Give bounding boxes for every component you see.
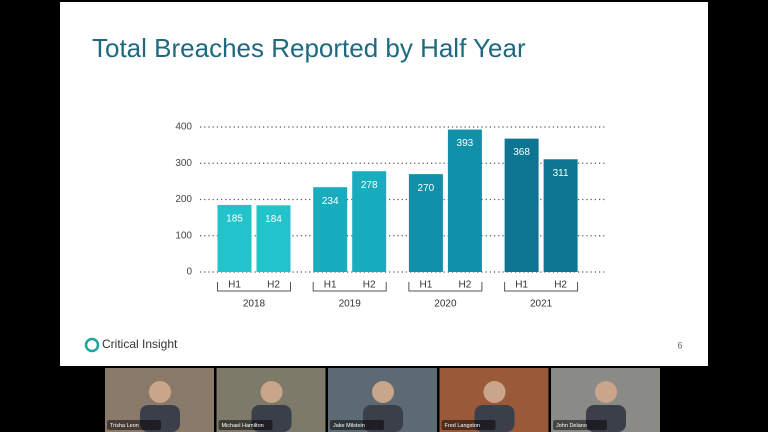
chart-title: Total Breaches Reported by Half Year [92,33,526,63]
participant-head [483,381,506,403]
y-tick-label: 100 [175,230,192,241]
bar [352,171,387,272]
value-label: 278 [361,180,378,191]
value-label: 311 [553,168,569,179]
bar [313,187,348,272]
x-tick-label: H1 [515,280,528,291]
participant-name: Trisha Leon [110,423,139,429]
logo-text: Critical Insight [102,337,178,351]
y-tick-label: 0 [186,267,192,278]
x-tick-label: H1 [420,280,433,291]
x-tick-label: H2 [459,280,472,291]
participant-head [372,381,394,403]
x-tick-label: H2 [267,280,280,291]
participant-head [595,381,617,403]
group-bracket [408,282,483,292]
participant-name: Jake Milstein [333,423,365,429]
group-bracket [312,282,387,292]
group-bracket [217,282,291,292]
bar [447,129,482,272]
value-label: 184 [265,214,282,225]
value-label: 270 [418,183,435,194]
x-tick-label: H1 [324,280,337,291]
bar [543,159,578,272]
x-tick-label: H1 [228,280,241,291]
group-label: 2018 [243,299,266,310]
group-label: 2019 [339,299,362,310]
participant-name: John Delano [556,423,587,429]
logo: Critical Insight [84,337,178,353]
y-tick-label: 200 [175,194,192,205]
value-label: 234 [322,196,339,207]
name-tag [330,420,384,430]
participant-head [149,381,171,403]
value-label: 393 [457,138,474,149]
group-bracket [504,282,579,292]
y-tick-label: 400 [175,122,192,133]
participant-head [260,381,283,403]
x-tick-label: H2 [363,280,376,291]
participant-name: Michael Hamilton [222,423,264,429]
participant-strip: Trisha Leon Michael Hamilton Jake Milstein… [105,368,660,432]
name-tag [553,420,607,430]
page-number: 6 [677,340,682,350]
name-tag [107,420,161,430]
bar [504,138,539,272]
logo-icon [84,337,100,353]
name-tag [218,420,273,430]
value-label: 185 [226,214,243,225]
bar [217,204,252,272]
x-tick-label: H2 [554,280,567,291]
bar [408,174,443,272]
group-label: 2021 [530,299,553,310]
value-label: 368 [513,147,530,158]
name-tag [441,420,496,430]
y-tick-label: 300 [175,158,192,169]
group-label: 2020 [434,299,457,310]
bar [256,205,291,272]
participant-name: Fred Langston [445,423,480,429]
